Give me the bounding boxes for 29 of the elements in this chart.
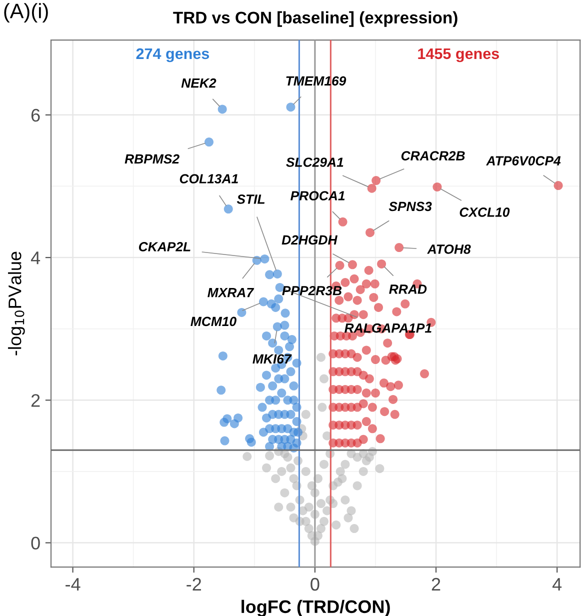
annotation: RBPMS2 — [124, 154, 180, 164]
x-tick-label: 2 — [432, 578, 440, 591]
y-tick-label: 4 — [30, 252, 40, 264]
x-tick-label: 4 — [552, 578, 562, 591]
x-tick-label: 0 — [310, 578, 320, 591]
annotation: NEK2 — [181, 78, 216, 88]
annotation: MCM10 — [190, 316, 236, 326]
annotation: CKAP2L — [138, 242, 190, 252]
annotation: 274 genes — [136, 48, 210, 62]
chart-title: TRD vs CON [baseline] (expression) — [173, 11, 458, 27]
annotation: RRAD — [389, 284, 427, 294]
annotation: ATOH8 — [427, 244, 471, 254]
text: (A)(i) — [4, 3, 48, 22]
annotation: 1455 genes — [418, 48, 499, 62]
y-tick-label: 6 — [31, 108, 40, 122]
annotation: COL13A1 — [180, 174, 238, 184]
annotation: RALGAPA1P1 — [344, 323, 432, 333]
annotation: SPNS3 — [388, 202, 432, 212]
x-tick-label: -4 — [66, 578, 80, 591]
annotation: CXCL10 — [460, 208, 510, 217]
annotation: MKI67 — [252, 354, 292, 364]
y-tick-label: 2 — [31, 394, 40, 407]
annotation: CRACR2B — [401, 151, 465, 160]
y-tick-label: 0 — [31, 536, 40, 550]
annotation: MXRA7 — [208, 288, 254, 298]
annotation: ATP6V0CP4 — [486, 156, 561, 166]
x-tick-label: -2 — [186, 578, 201, 591]
y-axis-title: -log$_{10}$PValue — [8, 252, 25, 356]
annotation: STIL — [236, 194, 265, 204]
